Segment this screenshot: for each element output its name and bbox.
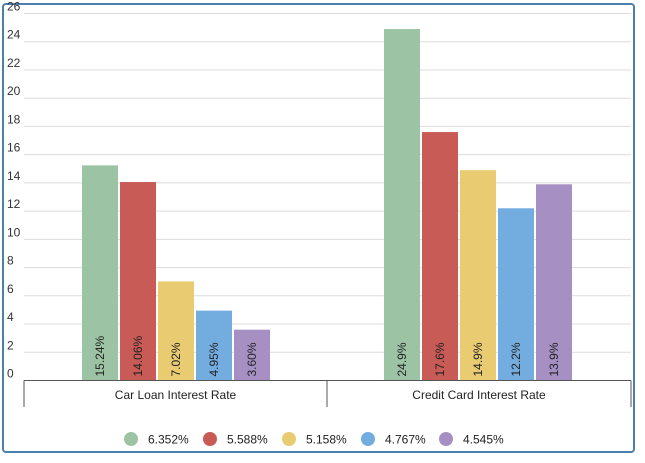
bar [196,310,232,381]
y-tick-label: 0 [7,367,14,381]
legend-label: 5.588% [227,433,268,447]
bars [82,29,572,381]
bar-data-label: 3.60% [245,342,259,376]
y-tick-label: 16 [7,141,21,155]
bar-data-label: 12.2% [509,342,523,376]
bar [422,132,458,381]
legend-marker [124,432,138,446]
x-category-label: Credit Card Interest Rate [412,388,546,402]
bar [536,184,572,381]
y-tick-label: 22 [7,56,21,70]
y-tick-label: 12 [7,197,21,211]
bar-data-label: 24.9% [395,342,409,376]
y-tick-label: 4 [7,310,14,324]
bar-data-label: 7.02% [169,342,183,376]
legend-marker [439,432,453,446]
bar [120,182,156,381]
bar [498,208,534,381]
y-tick-label: 14 [7,169,21,183]
bar [460,170,496,381]
bar-data-label: 15.24% [93,335,107,376]
legend: 6.352% 5.588% 5.158% 4.767% 4.545% [124,432,504,447]
legend-marker [361,432,375,446]
bar [158,281,194,381]
legend-label: 5.158% [306,433,347,447]
x-category-label: Car Loan Interest Rate [115,388,237,402]
y-tick-label: 10 [7,225,21,239]
y-tick-label: 8 [7,254,14,268]
legend-label: 6.352% [148,433,189,447]
bar [82,165,118,381]
bar [384,29,420,381]
x-axis: Car Loan Interest Rate Credit Card Intere… [23,380,632,407]
y-tick-label: 26 [7,0,21,14]
y-tick-label: 20 [7,84,21,98]
bar-data-label: 17.6% [433,342,447,376]
y-tick-label: 6 [7,282,14,296]
y-tick-label: 2 [7,338,14,352]
legend-marker [203,432,217,446]
legend-label: 4.545% [463,433,504,447]
legend-marker [282,432,296,446]
bar [234,329,270,381]
bar-data-label: 14.06% [131,335,145,376]
y-tick-label: 24 [7,28,21,42]
y-tick-label: 18 [7,112,21,126]
bar-data-label: 13.9% [547,342,561,376]
bar-data-label: 4.95% [207,342,221,376]
bar-data-labels: 15.24% 24.9% 14.06% 17.6% 7.02% 14.9% 4.95% 12.… [93,335,561,376]
legend-label: 4.767% [385,433,426,447]
bar-data-label: 14.9% [471,342,485,376]
